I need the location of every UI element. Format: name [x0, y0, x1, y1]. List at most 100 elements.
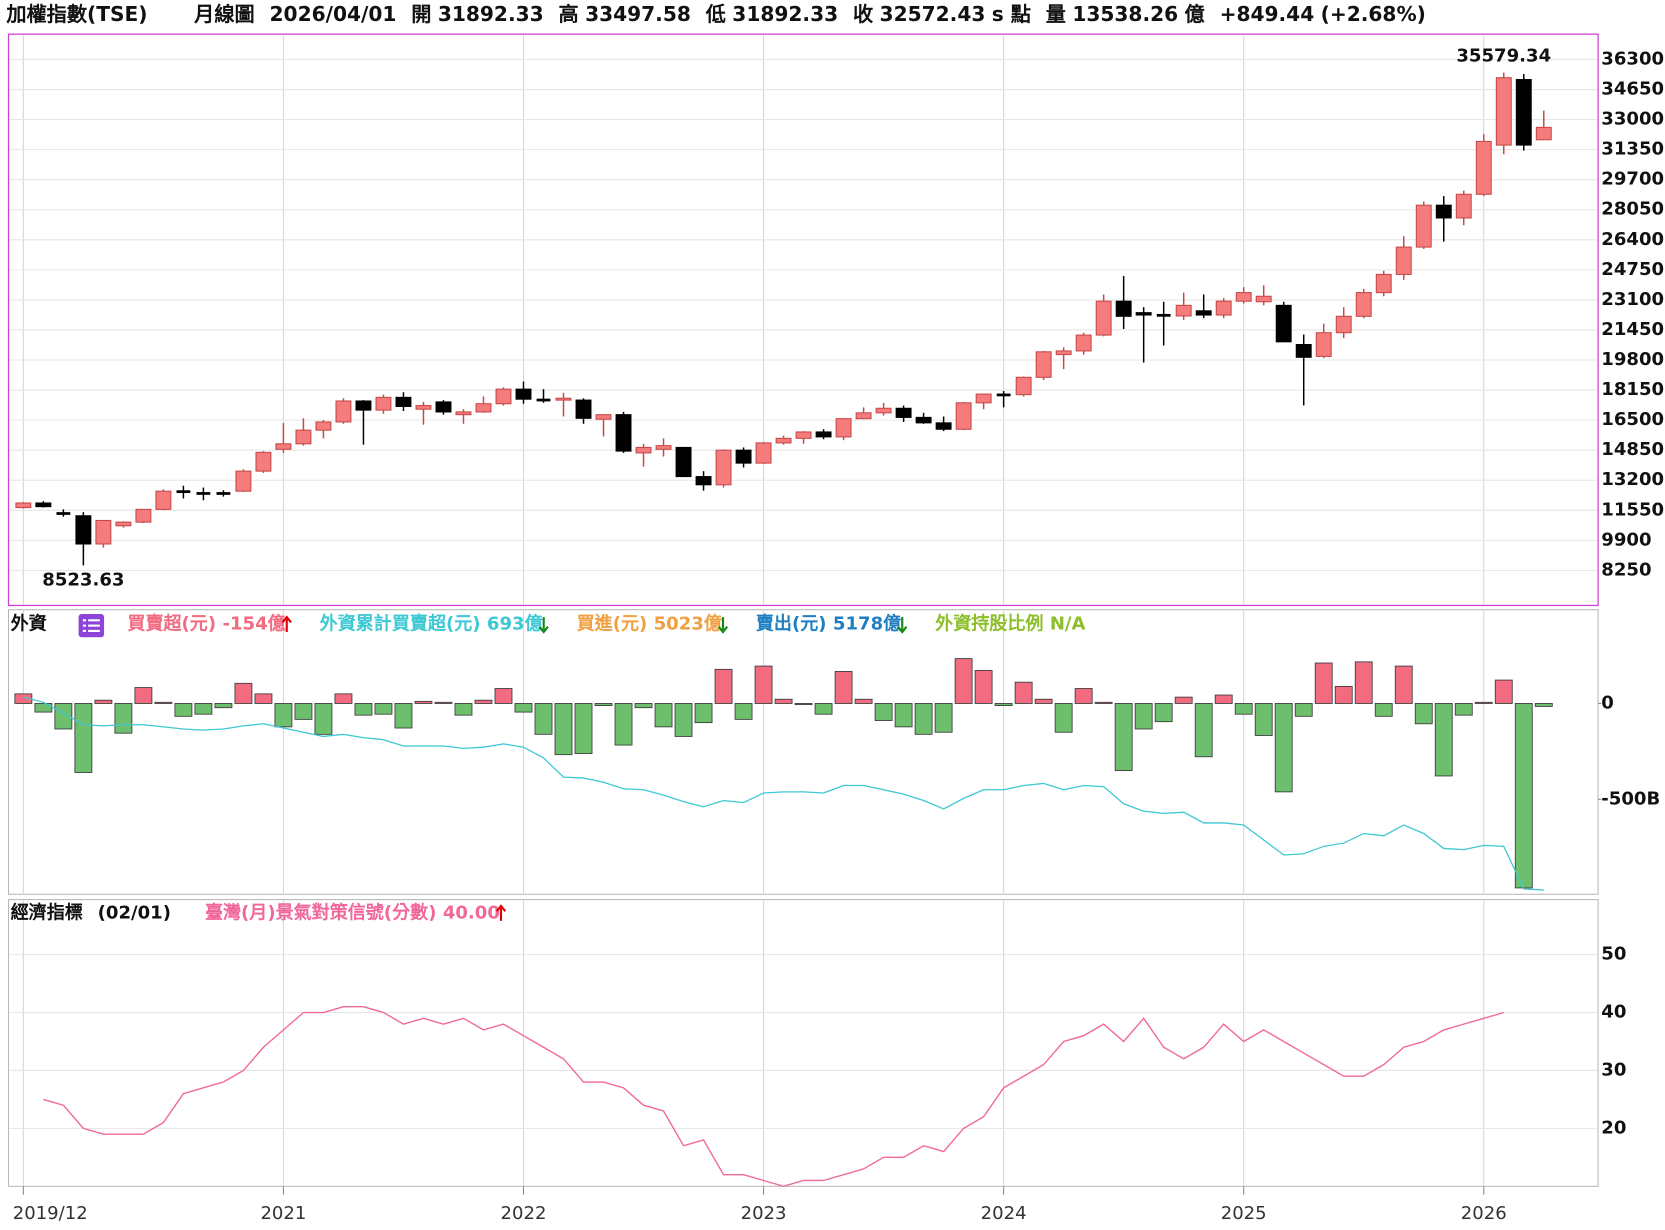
candle-body: [975, 393, 992, 404]
bar: [594, 703, 613, 706]
quote-value: 32572.43: [880, 2, 986, 26]
y-tick-label: 8250: [1601, 559, 1651, 580]
date: 2026/04/01: [270, 2, 397, 26]
bar: [1534, 703, 1553, 707]
y-tick-label: 28050: [1601, 199, 1664, 220]
candle-body: [815, 431, 832, 438]
candle-body: [375, 396, 392, 411]
bar: [554, 703, 573, 756]
y-tick-label: 36300: [1601, 48, 1664, 69]
quote-value: 31892.33: [438, 2, 544, 26]
candle-body: [1415, 204, 1432, 248]
bar: [374, 703, 393, 715]
bar: [114, 703, 133, 734]
bar: [894, 703, 913, 728]
y-tick-label: 23100: [1601, 289, 1664, 310]
candle-body: [1495, 77, 1512, 146]
candle-body: [515, 388, 532, 400]
legend-name: 外資累計買賣超(元): [320, 613, 481, 635]
legend-entry: 外資持股比例 N/A: [935, 613, 1085, 635]
symbol: 加權指數(TSE): [5, 2, 147, 26]
bar: [994, 703, 1013, 706]
y-tick-label: 0: [1601, 692, 1614, 713]
y-tick-label: 20: [1601, 1117, 1626, 1138]
legend-entry: 外資累計買賣超(元) 693億: [320, 613, 543, 635]
bar: [294, 703, 313, 720]
y-tick-label: 13200: [1601, 469, 1664, 490]
legend-name: 買進(元): [577, 613, 648, 635]
bar: [1494, 679, 1513, 704]
bar: [434, 701, 453, 704]
panel-title: 外資: [11, 613, 48, 635]
candle-body: [715, 449, 732, 486]
candle-body: [435, 401, 452, 413]
bar: [1314, 662, 1333, 704]
candle-body: [595, 414, 612, 420]
panel-frame: [7, 33, 1599, 607]
candle-body: [915, 416, 932, 424]
x-tick-label: 2019/12: [13, 1203, 88, 1224]
candle-body: [216, 492, 231, 495]
candle-body: [355, 400, 372, 411]
economic-panel-frame: [7, 899, 1599, 1187]
candle-body: [1335, 315, 1352, 334]
bar: [934, 703, 953, 733]
y-tick-label: 24750: [1601, 259, 1664, 280]
candle-body: [875, 407, 892, 414]
candle-body: [395, 396, 412, 407]
bar: [1294, 703, 1313, 717]
bar: [1274, 703, 1293, 793]
bar: [1354, 661, 1373, 704]
candle-body: [635, 446, 652, 454]
bar: [954, 658, 973, 704]
candle-body: [1355, 292, 1372, 317]
candle-body: [115, 521, 132, 527]
candle-body: [615, 414, 632, 452]
candle-body: [1235, 292, 1252, 302]
indicator-menu-icon[interactable]: [78, 613, 105, 638]
bar: [1114, 703, 1133, 772]
bar: [534, 703, 553, 735]
bar: [1194, 703, 1213, 758]
candle-body: [1075, 334, 1092, 352]
panel-title: 經濟指標 (02/01): [11, 901, 171, 923]
quote-label: 高: [559, 2, 579, 26]
bar: [1174, 696, 1193, 704]
candle-body: [1455, 193, 1472, 219]
candle-body: [176, 490, 191, 494]
candle-body: [1535, 126, 1552, 141]
candle-body: [15, 502, 32, 509]
candle-body: [555, 397, 572, 401]
candle-body: [536, 398, 551, 402]
candle-body: [1435, 204, 1452, 219]
trend-arrow: [897, 617, 908, 634]
quote-value: 33497.58: [585, 2, 691, 26]
candle-body: [1275, 304, 1292, 343]
candle-body: [495, 388, 512, 405]
quote-value: 31892.33: [732, 2, 838, 26]
bar: [1134, 703, 1153, 730]
candle-body: [475, 403, 492, 413]
chart-layer: 加權指數(TSE) 月線圖 2026/04/01 開 31892.33 高 33497.58…: [5, 2, 1664, 1224]
bar: [394, 703, 413, 729]
candle-body: [455, 411, 472, 416]
quote-unit: 億: [1185, 2, 1205, 26]
bar: [1334, 685, 1353, 704]
y-tick-label: 14850: [1601, 439, 1664, 460]
bar: [1034, 698, 1053, 704]
y-tick-label: 16500: [1601, 409, 1664, 430]
bar: [54, 703, 73, 730]
legend-value: 5023億: [654, 613, 722, 635]
panel-frames: [7, 609, 1599, 1187]
candle-body: [1156, 313, 1171, 317]
candle-body: [415, 405, 432, 410]
icon-lines: [82, 619, 100, 632]
legend-entry: 臺灣(月)景氣對策信號(分數) 40.00: [205, 901, 500, 923]
trend-arrow: [495, 904, 507, 921]
candle-body: [1475, 140, 1492, 195]
candle-body: [75, 515, 92, 545]
bar: [414, 700, 433, 704]
panel-date: (02/01): [98, 902, 171, 923]
